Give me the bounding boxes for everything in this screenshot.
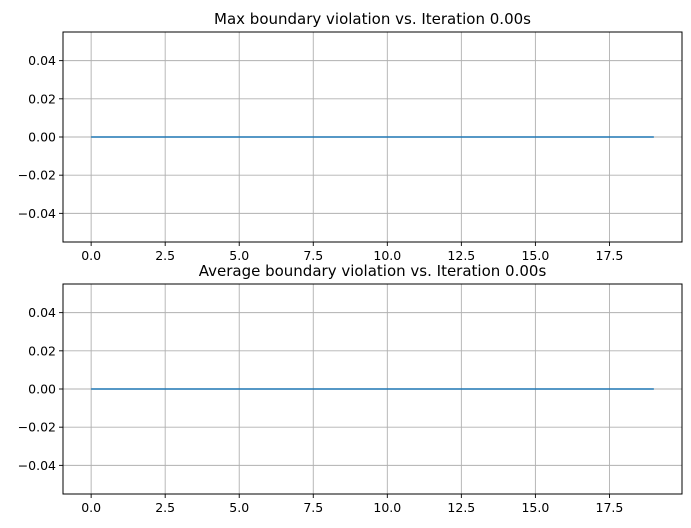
x-tick-label: 17.5 — [596, 500, 624, 515]
x-tick-label: 2.5 — [155, 248, 175, 263]
x-tick-label: 5.0 — [229, 500, 249, 515]
y-tick-label: 0.00 — [28, 130, 56, 145]
x-tick-label: 7.5 — [303, 500, 323, 515]
y-tick-label: −0.02 — [18, 168, 56, 183]
y-tick-label: 0.04 — [28, 305, 56, 320]
y-tick-label: 0.02 — [28, 91, 56, 106]
chart-title: Average boundary violation vs. Iteration… — [199, 262, 547, 280]
x-tick-label: 7.5 — [303, 248, 323, 263]
y-tick-label: −0.04 — [18, 458, 56, 473]
x-tick-label: 12.5 — [447, 248, 475, 263]
x-tick-label: 5.0 — [229, 248, 249, 263]
x-tick-label: 2.5 — [155, 500, 175, 515]
x-tick-label: 0.0 — [81, 248, 101, 263]
y-tick-label: −0.04 — [18, 206, 56, 221]
x-tick-label: 17.5 — [596, 248, 624, 263]
x-tick-label: 10.0 — [373, 500, 401, 515]
x-tick-label: 15.0 — [521, 500, 549, 515]
x-tick-label: 0.0 — [81, 500, 101, 515]
y-tick-label: 0.04 — [28, 53, 56, 68]
y-tick-label: 0.02 — [28, 343, 56, 358]
max-violation-chart: 0.0 2.5 5.0 7.5 10.0 12.5 15.0 17.5 −0.04 −0.02 0.… — [18, 10, 683, 263]
x-tick-label: 10.0 — [373, 248, 401, 263]
y-tick-label: 0.00 — [28, 382, 56, 397]
chart-title: Max boundary violation vs. Iteration 0.0… — [214, 10, 531, 28]
y-tick-label: −0.02 — [18, 420, 56, 435]
x-tick-label: 15.0 — [521, 248, 549, 263]
x-tick-label: 12.5 — [447, 500, 475, 515]
average-violation-chart: 0.0 2.5 5.0 7.5 10.0 12.5 15.0 17.5 −0.04 −0.02 0.… — [18, 262, 683, 515]
